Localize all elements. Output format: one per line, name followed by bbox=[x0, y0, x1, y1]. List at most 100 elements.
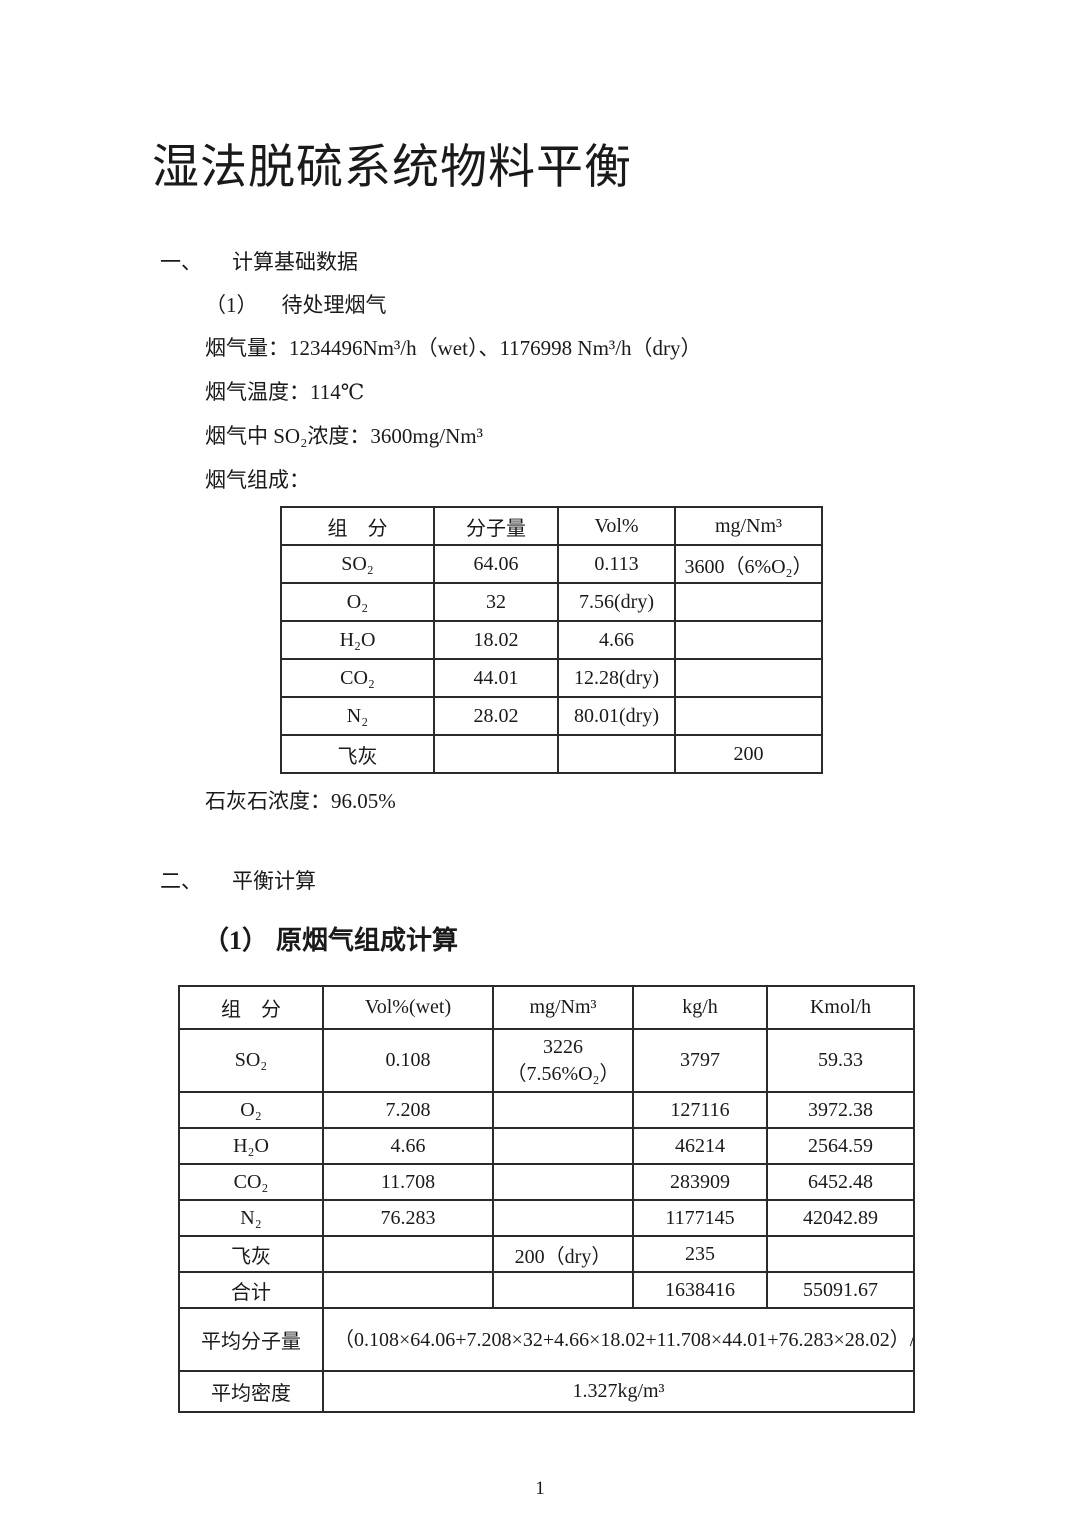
table-cell: 飞灰 bbox=[280, 734, 435, 774]
table-cell bbox=[674, 658, 823, 698]
table-header-cell: Kmol/h bbox=[766, 985, 915, 1030]
table-cell: CO₂ bbox=[178, 1163, 324, 1201]
table-cell: 18.02 bbox=[433, 620, 559, 660]
table-cell: 3226 （7.56%O₂） bbox=[492, 1028, 634, 1093]
table-cell: 2564.59 bbox=[766, 1127, 915, 1165]
table-cell bbox=[674, 582, 823, 622]
table-cell: 平均分子量 bbox=[178, 1307, 324, 1372]
page-number: 1 bbox=[535, 1478, 545, 1499]
section-2-marker: 二、 bbox=[160, 869, 202, 893]
table-cell: 3600（6%O₂） bbox=[674, 544, 823, 584]
table-cell: 200 bbox=[674, 734, 823, 774]
table-cell: 200（dry） bbox=[492, 1235, 634, 1273]
table-header-cell: Vol%(wet) bbox=[322, 985, 494, 1030]
table-row: O₂ 7.208 127116 3972.38 bbox=[178, 1091, 915, 1129]
table-row: SO₂ 0.108 3226 （7.56%O₂） 3797 59.33 bbox=[178, 1028, 915, 1093]
table-header-cell: kg/h bbox=[632, 985, 768, 1030]
flue-gas-temp-line: 烟气温度：114℃ bbox=[205, 380, 365, 404]
table-cell: 7.56(dry) bbox=[557, 582, 676, 622]
table-cell: O₂ bbox=[280, 582, 435, 622]
table-cell: 0.113 bbox=[557, 544, 676, 584]
average-density-value: 1.327kg/m³ bbox=[322, 1370, 915, 1413]
table-cell: 44.01 bbox=[433, 658, 559, 698]
table-row: H₂O 18.02 4.66 bbox=[280, 620, 823, 660]
table-cell bbox=[322, 1271, 494, 1309]
table-header-row: 组 分 Vol%(wet) mg/Nm³ kg/h Kmol/h bbox=[178, 985, 915, 1030]
table-cell: 合计 bbox=[178, 1271, 324, 1309]
table-cell: 235 bbox=[632, 1235, 768, 1273]
section-2-title: 平衡计算 bbox=[232, 869, 316, 893]
table-cell bbox=[492, 1127, 634, 1165]
table-cell: 1638416 bbox=[632, 1271, 768, 1309]
table-cell: 76.283 bbox=[322, 1199, 494, 1237]
limestone-purity-line: 石灰石浓度：96.05% bbox=[205, 789, 396, 813]
table-row: O₂ 32 7.56(dry) bbox=[280, 582, 823, 622]
table-cell: 平均密度 bbox=[178, 1370, 324, 1413]
subsection-1-1-heading: （1） 待处理烟气 bbox=[205, 290, 387, 320]
table-row: 飞灰 200 bbox=[280, 734, 823, 774]
table-cell bbox=[492, 1199, 634, 1237]
table-cell: CO₂ bbox=[280, 658, 435, 698]
table-cell: H₂O bbox=[178, 1127, 324, 1165]
table-cell: 80.01(dry) bbox=[557, 696, 676, 736]
table-cell: 32 bbox=[433, 582, 559, 622]
table-row: 飞灰 200（dry） 235 bbox=[178, 1235, 915, 1273]
table-cell: 42042.89 bbox=[766, 1199, 915, 1237]
table-cell bbox=[674, 620, 823, 660]
section-1-heading: 一、 计算基础数据 bbox=[160, 247, 358, 277]
table-cell: N₂ bbox=[280, 696, 435, 736]
table-cell: 64.06 bbox=[433, 544, 559, 584]
raw-flue-gas-calculation-table: 组 分 Vol%(wet) mg/Nm³ kg/h Kmol/h SO₂ 0.1… bbox=[178, 985, 915, 1413]
average-molecular-weight-row: 平均分子量 （0.108×64.06+7.208×32+4.66×18.02+1… bbox=[178, 1307, 915, 1372]
table-cell bbox=[492, 1163, 634, 1201]
section-2-heading: 二、 平衡计算 bbox=[160, 866, 316, 896]
section-1-title: 计算基础数据 bbox=[232, 250, 358, 274]
subsection-2-1-title: 原烟气组成计算 bbox=[276, 926, 459, 955]
table-cell: 3972.38 bbox=[766, 1091, 915, 1129]
table-header-row: 组 分 分子量 Vol% mg/Nm³ bbox=[280, 506, 823, 546]
table-row: 合计 1638416 55091.67 bbox=[178, 1271, 915, 1309]
table-row: CO₂ 44.01 12.28(dry) bbox=[280, 658, 823, 698]
table-cell bbox=[433, 734, 559, 774]
table-cell: 59.33 bbox=[766, 1028, 915, 1093]
table-cell: 55091.67 bbox=[766, 1271, 915, 1309]
subsection-1-1-marker: （1） bbox=[205, 293, 258, 317]
table-cell bbox=[766, 1235, 915, 1273]
table-cell: 1177145 bbox=[632, 1199, 768, 1237]
table-cell: SO₂ bbox=[280, 544, 435, 584]
table-row: H₂O 4.66 46214 2564.59 bbox=[178, 1127, 915, 1165]
table-row: N₂ 28.02 80.01(dry) bbox=[280, 696, 823, 736]
flue-gas-flow-line: 烟气量：1234496Nm³/h（wet）、1176998 Nm³/h（dry） bbox=[205, 336, 702, 360]
table-cell: 4.66 bbox=[557, 620, 676, 660]
table-cell: 6452.48 bbox=[766, 1163, 915, 1201]
table-cell: 0.108 bbox=[322, 1028, 494, 1093]
table-cell bbox=[492, 1091, 634, 1129]
table-cell: 12.28(dry) bbox=[557, 658, 676, 698]
table-cell: SO₂ bbox=[178, 1028, 324, 1093]
table-cell: 7.208 bbox=[322, 1091, 494, 1129]
page-title: 湿法脱硫系统物料平衡 bbox=[152, 142, 632, 194]
table-header-cell: 组 分 bbox=[280, 506, 435, 546]
table-header-cell: 分子量 bbox=[433, 506, 559, 546]
table-row: N₂ 76.283 1177145 42042.89 bbox=[178, 1199, 915, 1237]
table-cell bbox=[674, 696, 823, 736]
table-header-cell: 组 分 bbox=[178, 985, 324, 1030]
flue-gas-composition-label: 烟气组成： bbox=[205, 468, 310, 492]
table-cell: 28.02 bbox=[433, 696, 559, 736]
so2-concentration-line: 烟气中 SO₂浓度：3600mg/Nm³ bbox=[205, 424, 483, 448]
average-molecular-weight-formula: （0.108×64.06+7.208×32+4.66×18.02+11.708×… bbox=[322, 1307, 915, 1372]
table-header-cell: mg/Nm³ bbox=[674, 506, 823, 546]
table-header-cell: mg/Nm³ bbox=[492, 985, 634, 1030]
subsection-2-1-marker: （1） bbox=[203, 926, 269, 955]
subsection-2-1-heading: （1） 原烟气组成计算 bbox=[203, 920, 458, 957]
table-cell: H₂O bbox=[280, 620, 435, 660]
table-row: SO₂ 64.06 0.113 3600（6%O₂） bbox=[280, 544, 823, 584]
table-cell: 11.708 bbox=[322, 1163, 494, 1201]
table-cell bbox=[557, 734, 676, 774]
table-cell: O₂ bbox=[178, 1091, 324, 1129]
table-cell: 3797 bbox=[632, 1028, 768, 1093]
subsection-1-1-title: 待处理烟气 bbox=[281, 293, 387, 317]
table-cell: 飞灰 bbox=[178, 1235, 324, 1273]
table-cell bbox=[322, 1235, 494, 1273]
